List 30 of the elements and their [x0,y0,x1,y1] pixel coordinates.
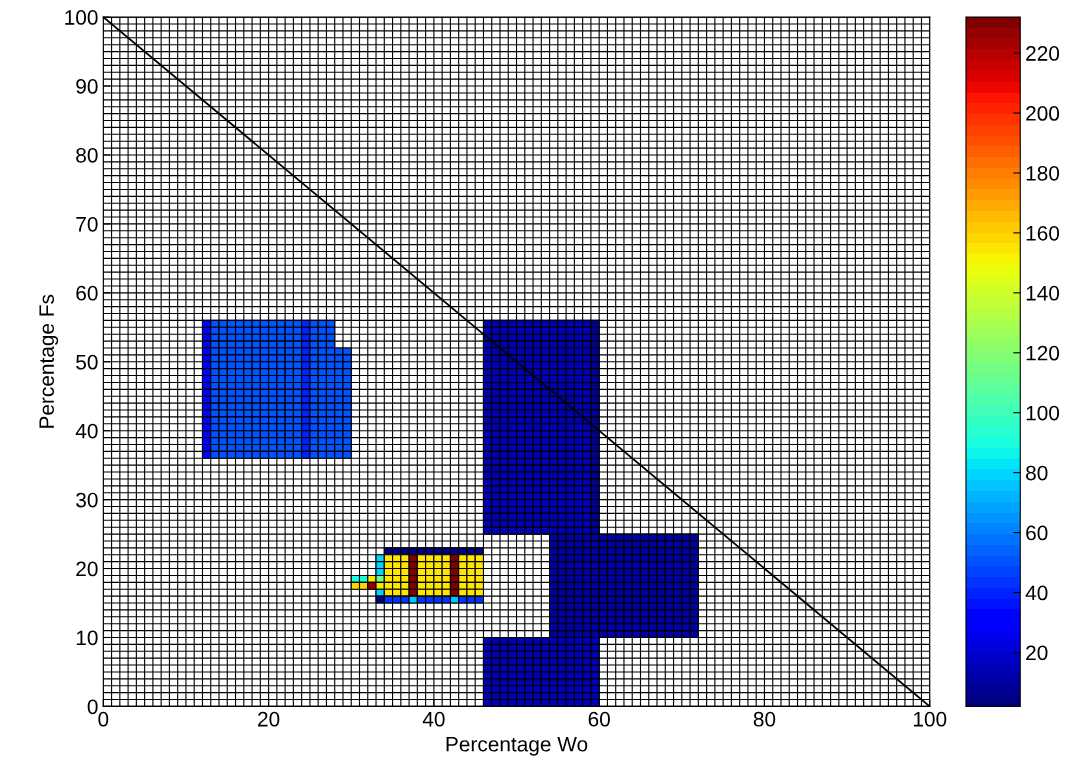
y-tick-label: 20 [76,561,98,577]
color-bar-label: 140 [1026,285,1060,301]
x-tick-label: 0 [98,711,109,727]
x-tick-label: 40 [422,711,445,727]
y-tick-label: 60 [76,285,98,301]
x-tick-label: 20 [258,711,280,727]
color-bar-label: 220 [1026,46,1060,61]
y-tick-label: 0 [87,699,98,715]
x-axis-title: Percentage Wo [446,737,588,756]
y-axis-title: Percentage Fs [39,294,59,428]
color-bar-label: 200 [1026,106,1060,121]
y-tick-label: 100 [65,10,98,25]
y-tick-label: 90 [76,79,98,94]
color-bar-label: 60 [1026,525,1048,541]
y-tick-label: 80 [76,147,98,163]
color-bar-label: 180 [1026,165,1060,181]
x-tick-label: 80 [753,711,776,727]
color-bar-label: 160 [1026,225,1060,241]
x-tick-label: 60 [588,711,610,727]
color-bar-label: 100 [1026,405,1060,421]
color-bar-label: 120 [1026,345,1060,361]
y-tick-label: 10 [76,630,98,646]
y-tick-label: 50 [76,354,98,370]
color-bar-label: 40 [1025,585,1048,601]
y-tick-label: 30 [76,492,98,508]
y-tick-label: 70 [76,216,98,232]
color-bar-label: 80 [1026,465,1048,481]
y-tick-label: 40 [75,423,98,439]
x-tick-label: 100 [913,711,947,727]
color-bar-label: 20 [1026,645,1048,661]
